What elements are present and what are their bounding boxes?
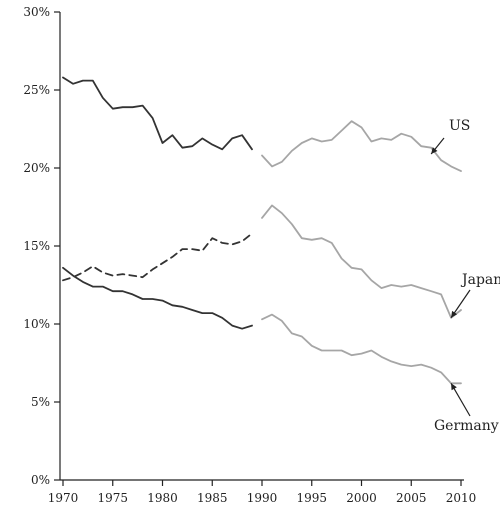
x-axis-ticks: 1970 1975 1980 1985 1990 1995 2000 2005 2010 [48,480,477,505]
y-tick-label: 30% [23,5,50,19]
x-tick-label: 2005 [396,491,427,505]
y-tick-label: 25% [23,83,50,97]
japan-annotation-arrowhead [451,311,457,318]
japan-line [63,234,252,281]
x-tick-label: 1985 [197,491,228,505]
us-line [63,78,252,150]
germany-line [262,315,461,384]
y-tick-label: 15% [23,239,50,253]
series-annotations: US Japan Germany [431,118,500,434]
x-tick-label: 2010 [446,491,477,505]
us-annotation-label: US [449,118,470,134]
y-tick-label: 10% [23,317,50,331]
y-axis-ticks: 0% 5% 10% 15% 20% 25% 30% [23,5,60,487]
x-tick-label: 1975 [97,491,128,505]
germany-annotation-label: Germany [434,418,499,434]
x-tick-label: 1995 [296,491,327,505]
x-tick-label: 1980 [147,491,178,505]
y-tick-label: 0% [31,473,50,487]
us-line [262,121,461,171]
x-tick-label: 2000 [346,491,377,505]
japan-line [262,205,461,317]
series-lines [63,78,461,384]
japan-annotation-label: Japan [460,272,500,288]
x-tick-label: 1970 [48,491,79,505]
y-tick-label: 20% [23,161,50,175]
germany-line [63,268,252,329]
y-tick-label: 5% [31,395,50,409]
x-tick-label: 1990 [247,491,278,505]
